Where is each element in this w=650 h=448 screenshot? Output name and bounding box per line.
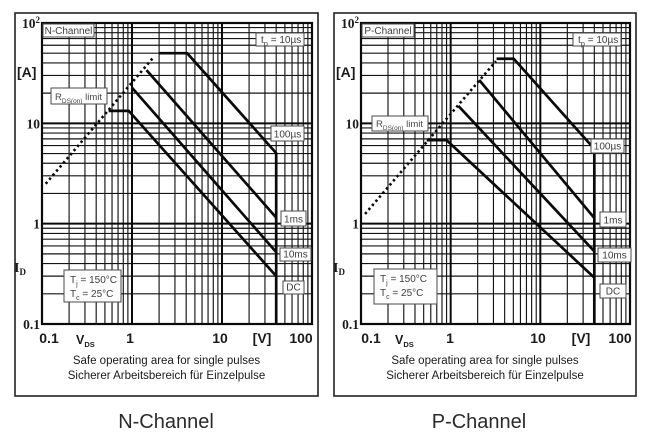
y-tick-10: 10 [27, 116, 41, 131]
x-tick-1: 1 [446, 330, 454, 346]
chart-caption-line-2: Sicherer Arbeitsbereich für Einzelpulse [68, 370, 266, 382]
rds-on-limit-label: RDS(on) limit [55, 92, 102, 105]
rds-on-limit-label: RDS(on) limit [376, 119, 423, 132]
tp-10us-label: tp = 10µs [578, 35, 618, 48]
chart-outer-frame [333, 12, 637, 397]
n-channel-soa-chart: N-Channel tp = 10µs RDS(on) limit 100µs 1ms 1… [14, 12, 319, 397]
chart-title-box [42, 23, 95, 38]
y-tick-10: 10 [346, 116, 360, 131]
chart-caption-line-2: Sicherer Arbeitsbereich für Einzelpulse [386, 370, 584, 382]
y-unit-label: [A] [17, 64, 36, 80]
condition-line-0: Tj = 150°C [380, 274, 427, 287]
p-channel-soa-chart: P-Channel tp = 10µs RDS(on) limit 100µs 1ms 1… [333, 12, 637, 397]
chart-title: P-Channel [364, 26, 411, 37]
pulse-label-3: DC [606, 287, 620, 298]
y-unit-label: [A] [336, 64, 355, 80]
pulse-label-0: 100µs [594, 142, 621, 153]
pulse-label-box-100µs [590, 138, 625, 154]
tp-10us-label: tp = 10µs [261, 35, 301, 48]
soa-curve-1 [478, 79, 596, 219]
x-axis-symbol: VDS [76, 333, 95, 349]
y-tick-102: 102 [341, 15, 360, 31]
pulse-label-3: DC [286, 283, 300, 294]
pulse-label-box-10ms [597, 247, 632, 263]
x-tick-1: 1 [126, 330, 134, 346]
x-unit-label: [V] [572, 330, 591, 346]
conditions-box [373, 268, 438, 305]
pulse-label-2: 10ms [602, 251, 626, 262]
pulse-label-box-1ms [599, 211, 627, 228]
pulse-label-box-10ms [279, 247, 312, 262]
chart-caption-line-1: Safe operating area for single pulses [73, 355, 261, 367]
x-unit-label: [V] [253, 330, 272, 346]
plot-border [40, 21, 314, 326]
condition-line-0: Tj = 150°C [70, 275, 117, 288]
conditions-box [63, 269, 122, 303]
pulse-label-1: 1ms [604, 216, 623, 227]
x-axis-symbol: VDS [395, 333, 414, 349]
x-tick-10: 10 [212, 330, 228, 346]
soa-curve-2 [457, 105, 596, 253]
soa-curve-0 [496, 57, 596, 324]
pulse-label-box-100µs [270, 125, 305, 142]
y-axis-symbol: ID [333, 261, 345, 277]
soa-curve-3 [108, 109, 278, 278]
y-axis-symbol: ID [14, 261, 26, 277]
pulse-label-box-DC [599, 283, 627, 299]
soa-curve-1 [145, 69, 278, 219]
rds-on-limit-label-box [50, 87, 108, 105]
pulse-label-0: 100µs [274, 130, 301, 141]
chart-caption-line-1: Safe operating area for single pulses [391, 355, 579, 367]
rds-on-limit-line [364, 60, 497, 215]
y-tick-1: 1 [33, 217, 40, 232]
p-channel-caption: P-Channel [432, 411, 527, 433]
pulse-label-box-DC [282, 280, 305, 295]
tp-10us-label-box [255, 32, 305, 47]
soa-curve-3 [426, 138, 596, 279]
soa-curve-2 [130, 86, 278, 254]
pulse-label-1: 1ms [284, 215, 303, 226]
x-tick-0.1: 0.1 [361, 330, 381, 346]
x-tick-100: 100 [608, 330, 632, 346]
condition-line-1: Tc = 25°C [70, 289, 113, 302]
pulse-label-box-1ms [280, 210, 307, 227]
condition-line-1: Tc = 25°C [380, 288, 423, 301]
x-tick-100: 100 [289, 330, 313, 346]
n-channel-caption: N-Channel [118, 411, 214, 433]
rds-on-limit-line [44, 55, 155, 185]
x-tick-10: 10 [530, 330, 546, 346]
chart-title-box [361, 23, 415, 38]
pulse-label-2: 10ms [283, 250, 307, 261]
x-tick-0.1: 0.1 [39, 330, 59, 346]
y-tick-0.1: 0.1 [23, 317, 40, 332]
plot-border [359, 21, 632, 326]
chart-title: N-Channel [45, 26, 93, 37]
y-tick-102: 102 [22, 15, 41, 31]
chart-outer-frame [14, 12, 319, 397]
rds-on-limit-label-box [371, 115, 429, 132]
tp-10us-label-box [572, 32, 622, 47]
y-tick-0.1: 0.1 [342, 317, 359, 332]
y-tick-1: 1 [352, 217, 359, 232]
soa-curve-0 [159, 51, 278, 324]
